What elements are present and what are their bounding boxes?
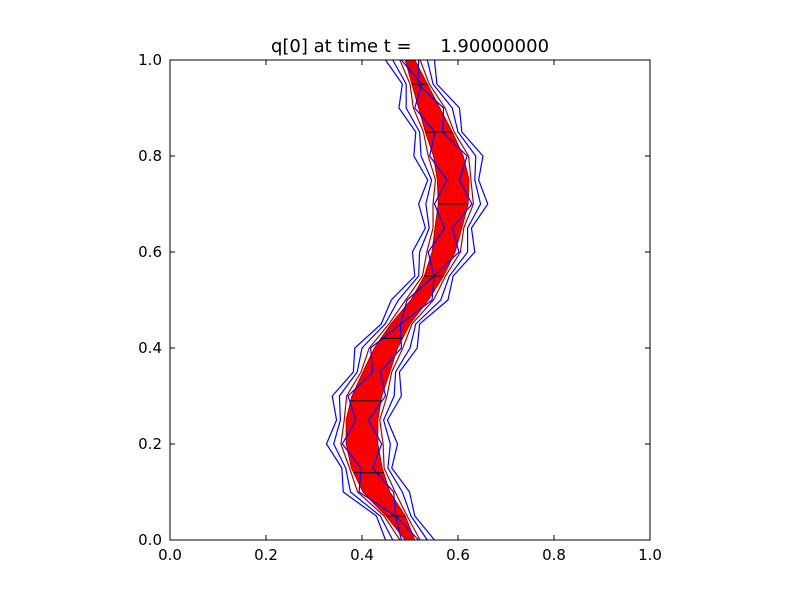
band-shading-line (361, 59, 454, 541)
axes-frame (169, 59, 651, 541)
y-tick-label: 0.0 (138, 531, 162, 549)
band-shading-line (349, 59, 443, 541)
x-tick-label: 0.0 (158, 546, 182, 564)
band-shading-line (369, 59, 462, 541)
band-shading-line (365, 59, 458, 541)
y-tick-label: 1.0 (138, 51, 162, 69)
x-tick-label: 0.6 (446, 546, 470, 564)
band-shading-line (373, 59, 466, 541)
y-tick-label: 0.4 (138, 339, 162, 357)
band-shading-line (357, 59, 450, 541)
tick-layer: 0.0 0.2 0.4 0.6 0.8 1.0 0.0 0.2 0.4 0.6 0.8 1.0 (138, 51, 662, 564)
contour-line (341, 59, 448, 541)
x-tick-label: 0.4 (350, 546, 374, 564)
chart-title: q[0] at time t = 1.90000000 (271, 36, 549, 57)
x-tick-label: 0.2 (254, 546, 278, 564)
x-tick-label: 0.8 (542, 546, 566, 564)
contour-line (340, 59, 437, 541)
contour-line (325, 59, 429, 541)
contour-line (367, 59, 473, 541)
contour-line (333, 59, 433, 541)
contour-line (382, 59, 482, 541)
y-tick-label: 0.8 (138, 147, 162, 165)
contour-line (386, 59, 489, 541)
contour-layer (325, 59, 489, 541)
contour-line (379, 59, 474, 541)
x-tick-label: 1.0 (638, 546, 662, 564)
band-shading-line (353, 59, 447, 541)
y-tick-label: 0.6 (138, 243, 162, 261)
y-tick-label: 0.2 (138, 435, 162, 453)
mesh-layer (350, 83, 469, 517)
